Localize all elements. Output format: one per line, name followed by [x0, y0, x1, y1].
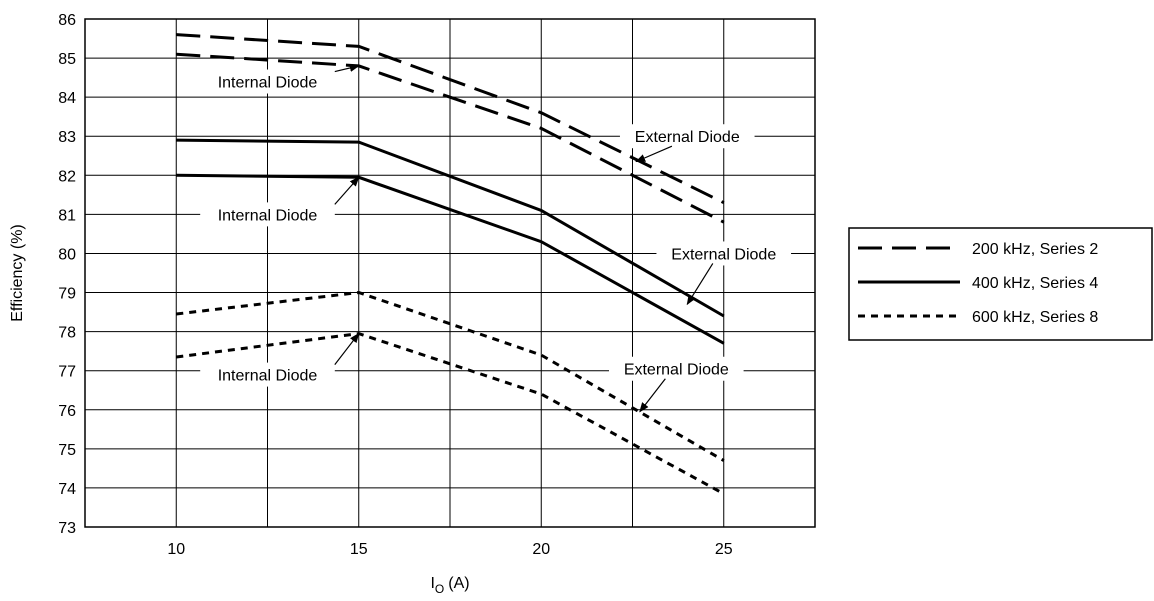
- y-tick-label: 86: [58, 12, 76, 29]
- annotation-arrow: [639, 378, 666, 413]
- annotation: External Diode: [609, 356, 744, 413]
- annotation-backdrop: [609, 356, 744, 381]
- y-tick-label: 79: [58, 286, 76, 303]
- annotation-backdrop: [200, 362, 335, 387]
- annotation-label: External Diode: [635, 129, 740, 146]
- annotation: External Diode: [656, 241, 792, 306]
- annotation-backdrop: [656, 241, 792, 266]
- series-line: [176, 33, 725, 205]
- annotation-label: Internal Diode: [218, 207, 318, 224]
- legend-label: 400 kHz, Series 4: [972, 275, 1098, 292]
- annotation-backdrop: [200, 69, 335, 94]
- y-tick-label: 75: [58, 442, 76, 459]
- series-layer: [176, 33, 725, 496]
- y-tick-label: 74: [58, 481, 76, 498]
- annotation: Internal Diode: [200, 64, 360, 94]
- x-tick-label: 20: [532, 541, 550, 558]
- y-tick-labels: 73 74 75 76 77 78 79 80 81 82 83 84 85 86: [58, 12, 76, 537]
- legend-label: 200 kHz, Series 2: [972, 241, 1098, 258]
- plot-frame: [84, 18, 816, 528]
- y-tick-label: 76: [58, 403, 76, 420]
- series-line: [176, 173, 725, 345]
- x-axis-label-unit: (A): [448, 575, 469, 592]
- series-line: [176, 138, 725, 318]
- legend-label: 600 kHz, Series 8: [972, 309, 1098, 326]
- series-line: [176, 290, 725, 462]
- y-tick-label: 73: [58, 520, 76, 537]
- x-tick-labels: 10 15 20 25: [167, 541, 732, 558]
- x-axis-label-main: I: [430, 575, 434, 592]
- annotation-arrow: [686, 263, 714, 306]
- y-axis-label: Efficiency (%): [9, 224, 26, 322]
- annotation-arrow: [334, 332, 360, 365]
- annotation-arrow: [635, 145, 673, 163]
- annotation-backdrop: [619, 124, 755, 149]
- legend: 200 kHz, Series 2 400 kHz, Series 4 600 kH…: [848, 227, 1153, 341]
- y-tick-label: 80: [58, 246, 76, 263]
- annotation-label: External Diode: [671, 246, 776, 263]
- x-axis-label-subscript: O: [435, 582, 444, 596]
- y-tick-label: 78: [58, 325, 76, 342]
- x-tick-label: 15: [350, 541, 368, 558]
- y-tick-label: 82: [58, 168, 76, 185]
- grid: [85, 18, 816, 528]
- series-line: [176, 52, 725, 224]
- annotation-arrow: [334, 64, 360, 73]
- annotation-arrow: [334, 176, 360, 205]
- series-line: [176, 332, 725, 496]
- annotation-label: Internal Diode: [218, 368, 318, 385]
- annotation-label: External Diode: [624, 362, 729, 379]
- y-tick-label: 77: [58, 364, 76, 381]
- annotation-backdrop: [200, 202, 335, 227]
- y-tick-label: 81: [58, 207, 76, 224]
- annotation: External Diode: [619, 124, 755, 163]
- x-tick-label: 25: [715, 541, 733, 558]
- x-axis-label: IO (A): [430, 575, 469, 596]
- annotation: Internal Diode: [200, 332, 360, 387]
- annotation-layer: Internal Diode External Diode Internal Dio…: [200, 64, 792, 413]
- y-tick-label: 84: [58, 90, 76, 107]
- annotation: Internal Diode: [200, 176, 360, 227]
- y-tick-label: 83: [58, 129, 76, 146]
- annotation-label: Internal Diode: [218, 75, 318, 92]
- x-tick-label: 10: [167, 541, 185, 558]
- y-tick-label: 85: [58, 51, 76, 68]
